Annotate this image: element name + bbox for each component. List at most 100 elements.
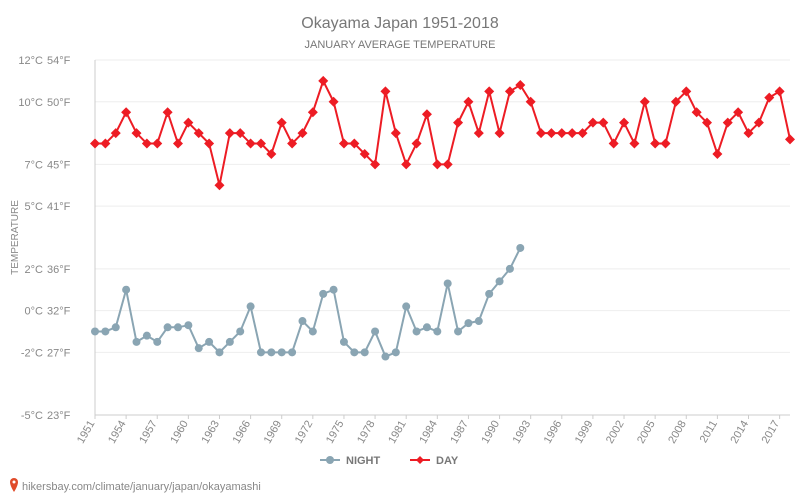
marker-night [309, 327, 317, 335]
marker-day [764, 93, 774, 103]
marker-night [392, 348, 400, 356]
marker-day [629, 139, 639, 149]
chart-title: Okayama Japan 1951-2018 [301, 15, 499, 32]
marker-day [557, 128, 567, 138]
y-tick-f: 27°F [47, 347, 71, 359]
marker-day [422, 109, 432, 119]
marker-night [257, 348, 265, 356]
y-tick-c: 2°C [25, 264, 44, 276]
marker-night [381, 353, 389, 361]
marker-night [496, 277, 504, 285]
marker-night [319, 290, 327, 298]
marker-day [463, 97, 473, 107]
marker-night [516, 244, 524, 252]
x-tick-label: 1996 [542, 419, 565, 446]
marker-night [267, 348, 275, 356]
marker-day [640, 97, 650, 107]
x-tick-label: 1951 [75, 419, 98, 446]
y-tick-c: 5°C [25, 201, 44, 213]
marker-day [380, 86, 390, 96]
marker-day [650, 139, 660, 149]
marker-day [515, 80, 525, 90]
marker-night [132, 338, 140, 346]
x-tick-label: 1963 [199, 419, 222, 446]
marker-day [225, 128, 235, 138]
marker-night [184, 321, 192, 329]
marker-night [164, 323, 172, 331]
y-tick-f: 32°F [47, 306, 71, 318]
marker-night [506, 265, 514, 273]
x-tick-label: 1981 [386, 419, 409, 446]
marker-day [785, 134, 795, 144]
legend-label: DAY [436, 455, 459, 467]
pin-icon-dot [13, 481, 16, 484]
marker-night [278, 348, 286, 356]
marker-day [329, 97, 339, 107]
marker-day [214, 180, 224, 190]
marker-night [361, 348, 369, 356]
marker-night [288, 348, 296, 356]
marker-day [432, 159, 442, 169]
marker-night [413, 327, 421, 335]
marker-day [152, 139, 162, 149]
marker-night [153, 338, 161, 346]
marker-day [526, 97, 536, 107]
x-tick-label: 2002 [604, 419, 627, 446]
marker-night [236, 327, 244, 335]
x-tick-label: 1978 [355, 419, 378, 446]
marker-night [298, 317, 306, 325]
marker-day [495, 128, 505, 138]
marker-night [101, 327, 109, 335]
marker-night [340, 338, 348, 346]
x-tick-label: 1957 [137, 419, 160, 446]
y-axis-label: TEMPERATURE [10, 200, 21, 275]
marker-night [122, 286, 130, 294]
marker-day [339, 139, 349, 149]
marker-day [661, 139, 671, 149]
marker-day [453, 118, 463, 128]
marker-night [205, 338, 213, 346]
x-tick-label: 2014 [728, 419, 751, 446]
y-tick-c: 12°C [18, 55, 43, 67]
y-tick-f: 50°F [47, 97, 71, 109]
marker-day [775, 86, 785, 96]
marker-day [505, 86, 515, 96]
x-tick-label: 2017 [760, 419, 783, 446]
marker-day [712, 149, 722, 159]
y-tick-f: 54°F [47, 55, 71, 67]
y-tick-f: 36°F [47, 264, 71, 276]
legend-label: NIGHT [346, 455, 381, 467]
marker-day [308, 107, 318, 117]
marker-day [163, 107, 173, 117]
x-tick-label: 2005 [635, 419, 658, 446]
x-tick-label: 1975 [324, 419, 347, 446]
temperature-chart: Okayama Japan 1951-2018 JANUARY AVERAGE T… [0, 0, 800, 500]
marker-day [412, 139, 422, 149]
marker-night [215, 348, 223, 356]
marker-day [173, 139, 183, 149]
marker-night [444, 279, 452, 287]
marker-night [402, 302, 410, 310]
pin-icon [10, 478, 18, 492]
x-tick-label: 2011 [698, 419, 720, 445]
marker-day [598, 118, 608, 128]
marker-day [567, 128, 577, 138]
marker-day [484, 86, 494, 96]
marker-night [112, 323, 120, 331]
y-tick-c: 7°C [25, 159, 44, 171]
x-tick-label: 1993 [511, 419, 534, 446]
marker-day [609, 139, 619, 149]
marker-night [350, 348, 358, 356]
x-tick-label: 1984 [417, 419, 440, 446]
marker-night [226, 338, 234, 346]
marker-night [143, 332, 151, 340]
chart-subtitle: JANUARY AVERAGE TEMPERATURE [305, 39, 496, 51]
y-tick-c: -5°C [21, 410, 43, 422]
marker-day [277, 118, 287, 128]
x-tick-label: 2008 [666, 419, 689, 446]
marker-day [90, 139, 100, 149]
y-tick-c: 10°C [18, 97, 43, 109]
marker-night [174, 323, 182, 331]
marker-day [546, 128, 556, 138]
marker-night [464, 319, 472, 327]
